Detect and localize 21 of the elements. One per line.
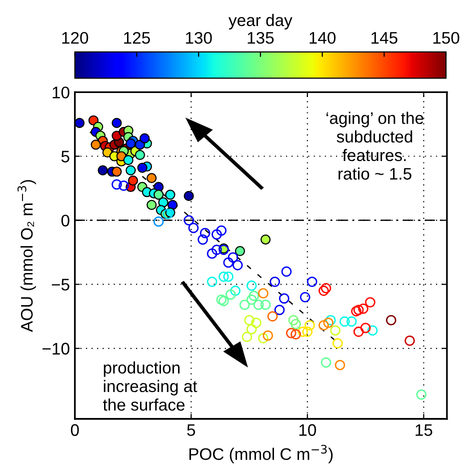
x-tick-label: 5 [187, 424, 196, 436]
color-bar-label: 140 [310, 32, 336, 44]
x-tick-label: 15 [416, 424, 432, 436]
y-tick-label: −5 [52, 278, 70, 291]
y-tick-label: 5 [61, 150, 70, 162]
color-bar-label: 125 [124, 32, 150, 44]
color-bar-label: 135 [248, 32, 274, 44]
annotation: ‘aging’ on the subducted features. ratio ~ 1.5 [326, 112, 424, 180]
y-axis-title: AOU (mmol O₂ m$^{−3}$) [18, 180, 36, 332]
y-tick-label: 0 [61, 214, 70, 227]
color-bar-label: 130 [186, 32, 212, 44]
color-bar-label: 145 [372, 32, 398, 44]
y-tick-label: −10 [42, 342, 70, 355]
color-bar-label: 120 [62, 32, 88, 44]
x-tick-label: 10 [299, 424, 316, 436]
y-tick-label: 10 [52, 86, 70, 98]
color-bar-label: 150 [433, 32, 460, 44]
color-bar-title: year day [228, 14, 292, 30]
x-axis-title: POC (mmol C m$^{−3}$) [189, 444, 333, 464]
annotation: production increasing at the surface [103, 361, 198, 411]
x-tick-label: 0 [70, 424, 79, 436]
